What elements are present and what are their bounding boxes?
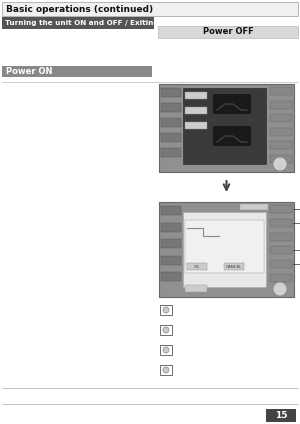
- Text: CANCEL: CANCEL: [226, 265, 242, 268]
- FancyBboxPatch shape: [213, 126, 251, 146]
- FancyBboxPatch shape: [270, 87, 292, 95]
- Circle shape: [163, 307, 169, 313]
- Circle shape: [273, 157, 287, 171]
- FancyBboxPatch shape: [240, 204, 268, 210]
- FancyBboxPatch shape: [270, 154, 292, 162]
- FancyBboxPatch shape: [183, 88, 266, 164]
- FancyBboxPatch shape: [185, 122, 207, 129]
- FancyBboxPatch shape: [224, 263, 244, 270]
- FancyBboxPatch shape: [2, 2, 298, 16]
- FancyBboxPatch shape: [161, 272, 181, 281]
- FancyBboxPatch shape: [160, 365, 172, 375]
- FancyBboxPatch shape: [161, 223, 181, 232]
- Circle shape: [163, 347, 169, 353]
- Text: 15: 15: [275, 411, 287, 420]
- FancyBboxPatch shape: [160, 325, 172, 335]
- FancyBboxPatch shape: [185, 285, 207, 292]
- Text: Power OFF: Power OFF: [202, 28, 253, 36]
- FancyBboxPatch shape: [2, 66, 152, 77]
- FancyBboxPatch shape: [270, 260, 292, 268]
- FancyBboxPatch shape: [161, 133, 181, 142]
- FancyBboxPatch shape: [159, 84, 294, 172]
- FancyBboxPatch shape: [161, 239, 181, 248]
- FancyBboxPatch shape: [270, 246, 292, 254]
- FancyBboxPatch shape: [2, 17, 154, 29]
- FancyBboxPatch shape: [161, 206, 181, 215]
- Text: Basic operations (continued): Basic operations (continued): [6, 5, 153, 14]
- FancyBboxPatch shape: [161, 256, 181, 265]
- FancyBboxPatch shape: [270, 128, 292, 136]
- FancyBboxPatch shape: [270, 205, 292, 213]
- FancyBboxPatch shape: [213, 94, 251, 114]
- FancyBboxPatch shape: [270, 233, 292, 240]
- FancyBboxPatch shape: [159, 202, 294, 297]
- FancyBboxPatch shape: [160, 345, 172, 355]
- FancyBboxPatch shape: [158, 26, 298, 38]
- FancyBboxPatch shape: [270, 100, 292, 109]
- Text: OK: OK: [194, 265, 200, 268]
- Circle shape: [163, 327, 169, 333]
- FancyBboxPatch shape: [270, 141, 292, 149]
- FancyBboxPatch shape: [270, 274, 292, 282]
- FancyBboxPatch shape: [183, 212, 266, 287]
- Circle shape: [273, 282, 287, 296]
- FancyBboxPatch shape: [187, 263, 207, 270]
- FancyBboxPatch shape: [160, 305, 172, 315]
- Circle shape: [163, 367, 169, 373]
- FancyBboxPatch shape: [185, 107, 207, 114]
- FancyBboxPatch shape: [161, 103, 181, 112]
- FancyBboxPatch shape: [161, 118, 181, 127]
- Text: Power ON: Power ON: [6, 67, 52, 76]
- FancyBboxPatch shape: [161, 148, 181, 157]
- FancyBboxPatch shape: [270, 219, 292, 227]
- FancyBboxPatch shape: [270, 114, 292, 122]
- Text: Turning the unit ON and OFF / Exiting: Turning the unit ON and OFF / Exiting: [5, 20, 159, 26]
- FancyBboxPatch shape: [185, 92, 207, 99]
- FancyBboxPatch shape: [266, 409, 296, 422]
- FancyBboxPatch shape: [161, 88, 181, 97]
- FancyBboxPatch shape: [185, 220, 264, 273]
